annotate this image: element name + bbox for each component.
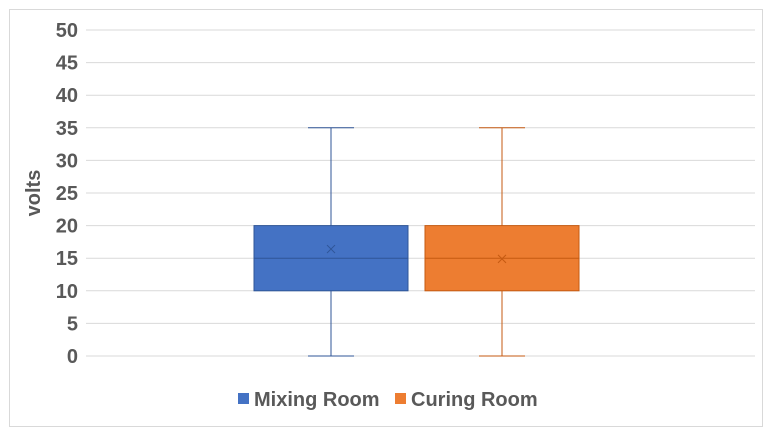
y-tick-label-30: 30 xyxy=(56,150,78,172)
y-axis-tick-labels: 0 5 10 15 20 25 30 35 40 45 50 xyxy=(56,20,78,368)
y-axis-title: volts xyxy=(23,170,45,217)
y-tick-label-50: 50 xyxy=(56,20,78,42)
box-mixing-room xyxy=(253,127,409,357)
y-tick-label-40: 40 xyxy=(56,85,78,107)
y-tick-label-35: 35 xyxy=(56,118,78,140)
chart-frame xyxy=(9,9,763,427)
y-tick-label-25: 25 xyxy=(56,183,78,205)
y-tick-label-10: 10 xyxy=(56,281,78,303)
box-series xyxy=(253,127,580,357)
legend-label: Curing Room xyxy=(411,389,538,411)
y-tick-label-15: 15 xyxy=(56,248,78,270)
mean-marker xyxy=(326,244,336,254)
legend-swatch xyxy=(238,393,249,404)
box-curing-room xyxy=(424,127,580,357)
y-tick-label-45: 45 xyxy=(56,53,78,75)
legend-item-mixing-room: Mixing Room xyxy=(238,389,380,411)
legend: Mixing Room Curing Room xyxy=(238,389,538,411)
gridlines xyxy=(86,29,755,357)
y-tick-label-20: 20 xyxy=(56,216,78,238)
legend-swatch xyxy=(395,393,406,404)
mean-marker xyxy=(497,254,507,264)
y-tick-label-5: 5 xyxy=(67,313,78,335)
y-tick-label-0: 0 xyxy=(67,346,78,368)
legend-label: Mixing Room xyxy=(254,389,380,411)
legend-item-curing-room: Curing Room xyxy=(395,389,538,411)
